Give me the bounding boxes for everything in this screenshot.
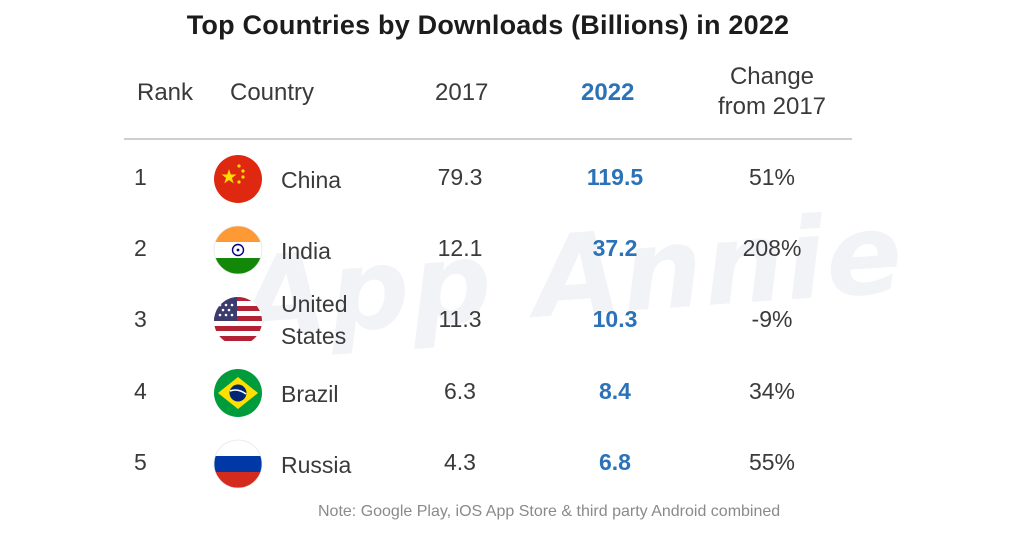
value-2017-cell: 11.3 [438,306,482,332]
header-rank: Rank [137,79,194,106]
usa-flag-icon [214,297,262,345]
country-cell: China [281,167,342,193]
india-flag-icon [213,225,263,275]
header-country: Country [230,79,315,106]
header-change: Change from 2017 [682,62,862,122]
header-2017: 2017 [435,79,489,106]
value-2017-cell: 4.3 [444,449,476,475]
rank-cell: 4 [134,378,147,404]
rank-cell: 2 [134,235,147,261]
value-2017-cell: 12.1 [437,235,483,261]
country-line1: United [281,291,348,317]
value-2017-cell: 79.3 [437,164,483,190]
rank-cell: 1 [134,164,147,190]
rank-cell: 3 [134,306,147,332]
country-cell: Brazil [281,381,339,407]
header-2022: 2022 [581,79,635,106]
table-row: 1 China 79.3 119.5 51% [0,142,1024,214]
country-cell: Russia [281,452,352,478]
table-row: 3 United States 11.3 10.3 -9% [0,284,1024,356]
value-2022-cell: 119.5 [586,164,644,190]
change-cell: 51% [748,164,796,190]
header-divider [124,138,852,140]
footnote: Note: Google Play, iOS App Store & third… [318,503,781,520]
rank-cell: 5 [134,449,147,475]
table-row: 5 Russia 4.3 6.8 55% [0,427,1024,499]
china-flag-icon [214,155,262,203]
value-2017-cell: 6.3 [444,378,476,404]
russia-flag-icon [213,439,263,489]
change-cell: 208% [742,235,802,261]
country-line2: States [281,323,347,349]
value-2022-cell: 10.3 [592,306,638,332]
value-2022-cell: 37.2 [592,235,638,261]
change-cell: 34% [748,378,796,404]
brazil-flag-icon [214,369,262,417]
value-2022-cell: 8.4 [599,378,631,404]
header-change-line2: from 2017 [717,93,827,120]
value-2022-cell: 6.8 [599,449,631,475]
header-change-line1: Change [729,63,815,90]
country-cell: United States [281,288,401,352]
country-cell: India [281,238,331,264]
table-row: 4 Brazil 6.3 8.4 34% [0,356,1024,428]
chart-title: Top Countries by Downloads (Billions) in… [186,10,790,40]
table-row: 2 India 12.1 37.2 208% [0,213,1024,285]
change-cell: 55% [748,449,796,475]
change-cell: -9% [751,306,793,332]
